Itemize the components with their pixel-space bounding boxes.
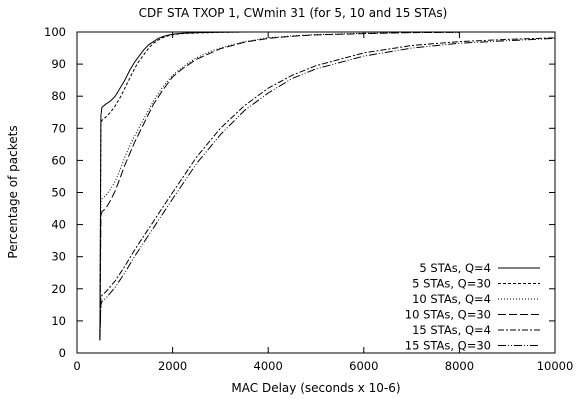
y-tick-label: 60	[51, 153, 66, 167]
y-tick-label: 100	[44, 25, 66, 39]
y-axis-label: Percentage of packets	[6, 125, 20, 258]
legend-label: 15 STAs, Q=30	[405, 339, 491, 353]
legend-label: 15 STAs, Q=4	[412, 323, 491, 337]
y-tick-label: 70	[51, 121, 66, 135]
series-line-2	[99, 31, 364, 337]
y-axis: 0 10 20 30 40 50 60 70 80 90 100	[44, 25, 555, 360]
y-tick-label: 0	[59, 346, 66, 360]
x-axis-label: MAC Delay (seconds x 10-6)	[231, 381, 400, 395]
x-tick-label: 0	[73, 359, 80, 373]
legend-label: 10 STAs, Q=30	[405, 308, 491, 322]
x-tick-label: 8000	[445, 359, 474, 373]
y-tick-label: 30	[51, 250, 66, 264]
legend-label: 5 STAs, Q=4	[419, 261, 491, 275]
x-axis: 0 2000 4000 6000 8000 10000	[73, 32, 573, 373]
chart-title: CDF STA TXOP 1, CWmin 31 (for 5, 10 and …	[139, 6, 448, 20]
y-tick-label: 10	[51, 314, 66, 328]
legend-label: 10 STAs, Q=4	[412, 292, 491, 306]
y-tick-label: 80	[51, 89, 66, 103]
y-tick-label: 40	[51, 218, 66, 232]
series-lines	[99, 31, 556, 341]
x-tick-label: 6000	[349, 359, 378, 373]
x-tick-label: 4000	[254, 359, 283, 373]
x-tick-label: 2000	[158, 359, 187, 373]
y-tick-label: 90	[51, 57, 66, 71]
y-tick-label: 20	[51, 282, 66, 296]
series-line-3	[99, 31, 460, 337]
legend-label: 5 STAs, Q=30	[412, 277, 491, 291]
series-line-4	[99, 31, 460, 337]
y-tick-label: 50	[51, 186, 66, 200]
series-line-1	[99, 31, 364, 341]
series-line-5	[99, 37, 556, 341]
series-line-6	[99, 37, 556, 341]
x-tick-label: 10000	[537, 359, 574, 373]
